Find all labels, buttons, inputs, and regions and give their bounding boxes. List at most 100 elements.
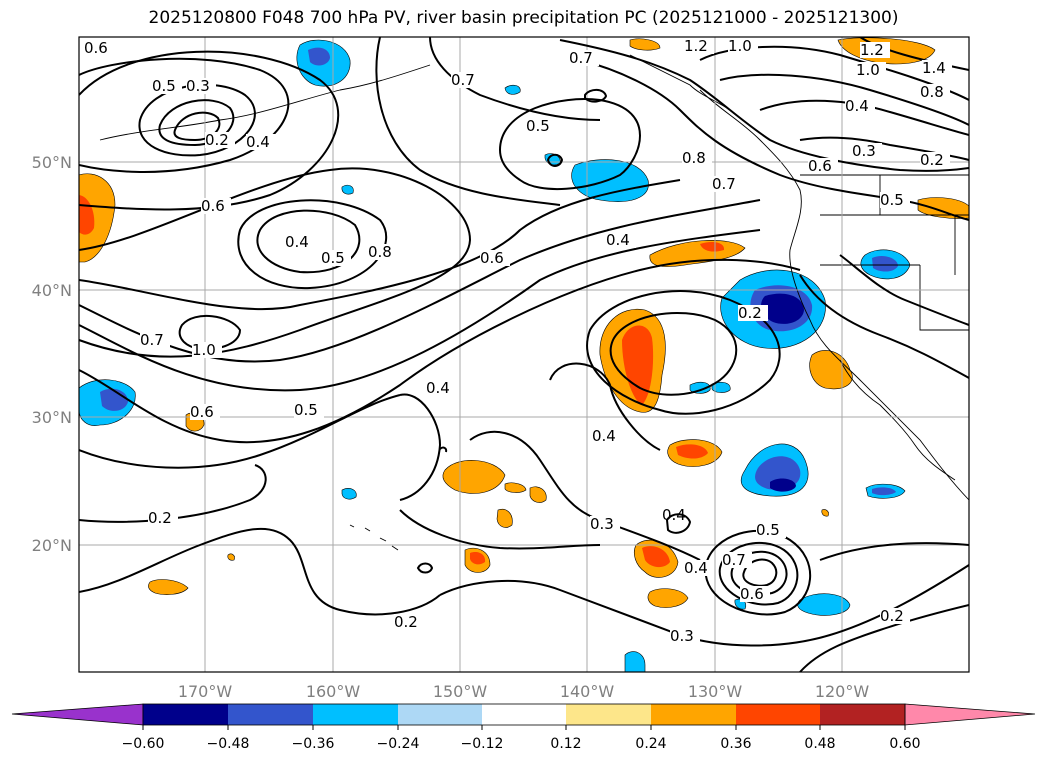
contour-label: 0.2 bbox=[880, 607, 904, 625]
contour-label: 0.6 bbox=[84, 39, 108, 57]
colorbar-bin bbox=[482, 704, 566, 725]
coastline-aleutians bbox=[99, 64, 431, 141]
pv-contour bbox=[498, 98, 641, 190]
coastlines bbox=[99, 54, 969, 551]
contour-label: 1.0 bbox=[856, 61, 880, 79]
pv-contour bbox=[79, 394, 401, 469]
precip-pos-area bbox=[642, 546, 670, 568]
contour-label: 0.2 bbox=[394, 613, 418, 631]
contour-label: 0.7 bbox=[712, 175, 736, 193]
precip-pos-area bbox=[442, 460, 506, 494]
coastline-north-america bbox=[699, 89, 969, 501]
colorbar-bin bbox=[143, 704, 228, 725]
precip-pos-area bbox=[676, 444, 708, 459]
colorbar-frame bbox=[142, 703, 906, 726]
hawaii-islands bbox=[349, 524, 399, 551]
colorbar-bin bbox=[566, 704, 651, 725]
pv-contour bbox=[759, 99, 969, 136]
pv-contour bbox=[665, 513, 692, 534]
pv-contour bbox=[79, 258, 801, 444]
precip-pos-area bbox=[496, 508, 513, 528]
contour-label: 0.6 bbox=[808, 157, 832, 175]
pv-contour bbox=[819, 542, 969, 561]
precip-pos-area bbox=[917, 197, 969, 219]
pv-contour bbox=[718, 541, 799, 606]
contour-label: 0.7 bbox=[722, 551, 746, 569]
pv-contour bbox=[429, 37, 601, 121]
contour-label: 0.6 bbox=[201, 197, 225, 215]
colorbar-tick-label: 0.36 bbox=[720, 736, 751, 752]
precip-neg-area bbox=[571, 159, 649, 202]
pv-contour bbox=[469, 430, 701, 561]
contour-label: 0.3 bbox=[670, 627, 694, 645]
precip-neg-area bbox=[797, 593, 851, 616]
contour-label: 0.3 bbox=[852, 142, 876, 160]
pv-contour bbox=[416, 562, 434, 574]
colorbar-tick-label: −0.24 bbox=[377, 736, 420, 752]
contour-label: 0.4 bbox=[606, 231, 630, 249]
precip-pos-area bbox=[227, 553, 235, 561]
contour-label: 0.7 bbox=[451, 71, 475, 89]
contour-label: 0.5 bbox=[880, 191, 904, 209]
colorbar: −0.60 −0.48 −0.36 −0.24 −0.12 0.12 0.24 … bbox=[11, 703, 1036, 752]
pv-contour bbox=[79, 527, 441, 616]
pv-contour bbox=[609, 311, 738, 396]
contour-label: 0.3 bbox=[590, 515, 614, 533]
contour-label: 1.0 bbox=[728, 37, 752, 55]
pv-contour bbox=[79, 167, 472, 358]
longitude-labels: 170°W 160°W 150°W 140°W 130°W 120°W bbox=[178, 682, 870, 701]
contour-label: 0.6 bbox=[480, 249, 504, 267]
contour-label: 0.6 bbox=[740, 585, 764, 603]
contour-label: 0.5 bbox=[756, 521, 780, 539]
pv-contour bbox=[399, 393, 442, 501]
precip-pos-area bbox=[622, 325, 654, 405]
contour-label: 0.8 bbox=[682, 149, 706, 167]
coastline-alaska-panhandle bbox=[629, 54, 731, 111]
pv-contour bbox=[79, 464, 267, 523]
pv-contour bbox=[439, 446, 448, 453]
contour-label: 0.4 bbox=[662, 506, 686, 524]
contour-label: 0.4 bbox=[845, 97, 869, 115]
colorbar-tick-label: −0.12 bbox=[461, 736, 504, 752]
contour-label: 1.0 bbox=[192, 341, 216, 359]
pv-contour bbox=[79, 50, 340, 211]
colorbar-extend-high bbox=[904, 703, 1036, 726]
lon-label: 170°W bbox=[178, 682, 233, 701]
precip-neg-area bbox=[711, 381, 731, 393]
contour-label: 0.4 bbox=[246, 133, 270, 151]
lon-label: 160°W bbox=[306, 682, 361, 701]
contour-label: 0.8 bbox=[368, 243, 392, 261]
pv-contour bbox=[256, 209, 361, 274]
pv-contour bbox=[546, 153, 564, 167]
contour-label: 0.2 bbox=[148, 509, 172, 527]
lat-label: 50°N bbox=[32, 153, 72, 172]
precip-pos-area bbox=[470, 552, 486, 565]
colorbar-bin bbox=[228, 704, 313, 725]
colorbar-tick-labels: −0.60 −0.48 −0.36 −0.24 −0.12 0.12 0.24 … bbox=[122, 736, 921, 752]
colorbar-bin bbox=[820, 704, 905, 725]
pv-contour bbox=[579, 59, 969, 221]
pv-contour bbox=[839, 254, 969, 326]
colorbar-tick-label: −0.36 bbox=[292, 736, 335, 752]
colorbar-bin bbox=[736, 704, 820, 725]
contour-label: 0.4 bbox=[426, 379, 450, 397]
map-frame bbox=[78, 36, 970, 673]
contour-label: 0.7 bbox=[569, 49, 593, 67]
precip-pos-area bbox=[529, 486, 547, 503]
contour-label: 0.7 bbox=[140, 331, 164, 349]
lon-label: 140°W bbox=[560, 682, 615, 701]
precip-neg-area bbox=[872, 255, 898, 272]
precip-pos-area bbox=[504, 482, 527, 493]
pv-contour bbox=[799, 274, 969, 379]
pv-contour bbox=[79, 57, 290, 173]
precip-pos-area bbox=[148, 579, 189, 595]
precip-neg-area bbox=[761, 293, 804, 324]
colorbar-bin bbox=[651, 704, 736, 725]
precip-neg-area bbox=[872, 487, 896, 496]
lon-label: 150°W bbox=[433, 682, 488, 701]
precip-neg-area bbox=[504, 84, 521, 95]
colorbar-tick-label: −0.48 bbox=[207, 736, 250, 752]
map-panel: 0.6 0.5 0.3 0.2 0.4 0.6 0.4 0.5 0.8 0.7 … bbox=[79, 37, 969, 672]
contour-label: 0.4 bbox=[285, 233, 309, 251]
